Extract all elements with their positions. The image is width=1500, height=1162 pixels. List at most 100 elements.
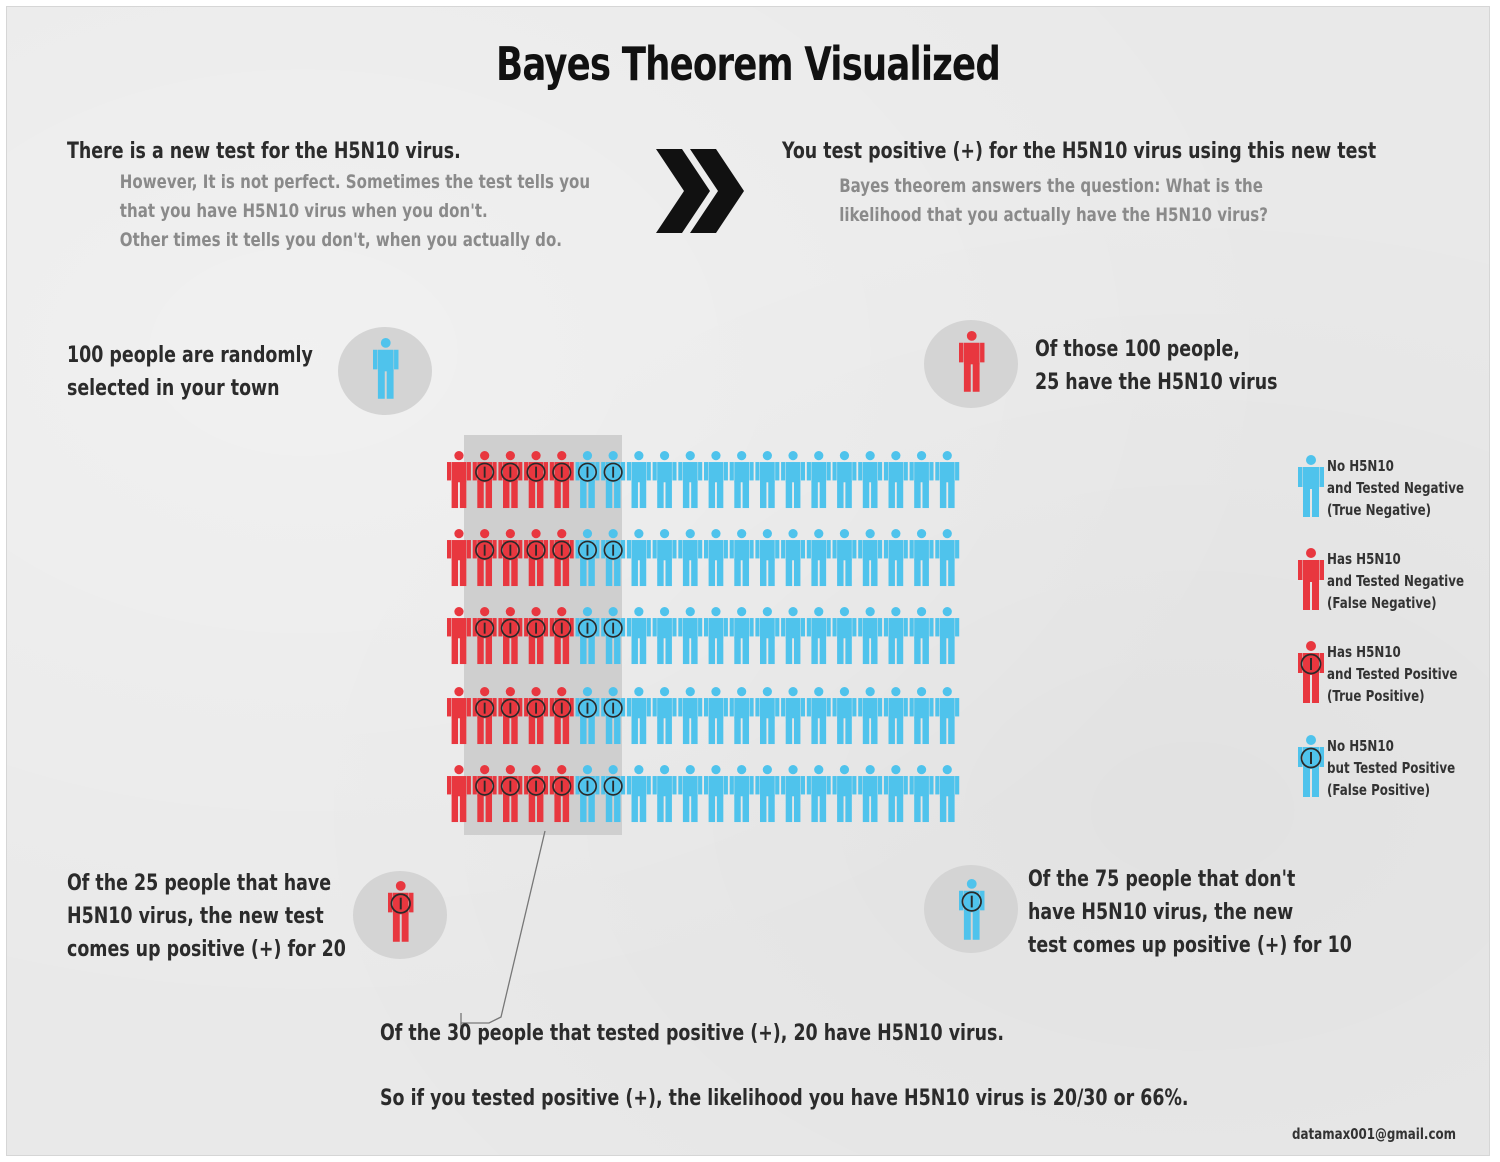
person-true-positive [472, 687, 497, 745]
person-true-positive-icon [388, 881, 414, 942]
person-true-negative [858, 607, 883, 665]
legend-person-true-positive-icon [1298, 641, 1324, 703]
legend-item-true-negative: No H5N10 and Tested Negative (True Negativ… [1327, 455, 1464, 521]
page-title: Bayes Theorem Visualized [496, 37, 1001, 91]
person-true-negative [935, 607, 960, 665]
person-false-negative [447, 529, 471, 587]
person-true-positive [498, 529, 523, 587]
person-false-negative [447, 687, 471, 745]
legend-item-line: but Tested Positive [1327, 759, 1456, 777]
step3-text: Of the 25 people that have H5N10 virus, … [67, 867, 346, 966]
intro-left-sub-3: Other times it tells you don't, when you… [119, 229, 563, 251]
person-true-negative [806, 765, 831, 823]
person-true-negative [781, 529, 806, 587]
legend-item-false-negative: Has H5N10 and Tested Negative (False Negat… [1327, 548, 1464, 614]
person-false-negative-icon [959, 331, 985, 392]
person-true-positive [549, 529, 574, 587]
person-true-negative [626, 529, 651, 587]
legend-item-line: (False Positive) [1327, 781, 1431, 799]
intro-right: You test positive (+) for the H5N10 viru… [782, 139, 1376, 230]
legend-item-true-positive: Has H5N10 and Tested Positive (True Positi… [1327, 641, 1457, 707]
person-true-negative [755, 687, 780, 745]
person-true-negative [704, 529, 728, 587]
person-true-positive [549, 765, 574, 823]
legend-item-line: Has H5N10 [1327, 643, 1401, 661]
person-true-negative-icon [373, 338, 399, 399]
legend-person-true-negative-icon [1298, 455, 1324, 517]
infographic-page: Bayes Theorem Visualized There is a new … [6, 6, 1490, 1156]
person-true-negative [755, 529, 780, 587]
person-true-negative [729, 451, 754, 509]
person-true-positive [524, 451, 549, 509]
person-false-negative [447, 607, 471, 665]
intro-right-sub-1: Bayes theorem answers the question: What… [839, 175, 1263, 197]
person-false-positive [575, 529, 600, 587]
person-false-negative [447, 451, 471, 509]
person-false-positive [601, 607, 626, 665]
step2-text: Of those 100 people, 25 have the H5N10 v… [1035, 333, 1278, 399]
person-false-positive [575, 687, 600, 745]
person-false-positive [601, 687, 626, 745]
person-true-negative [806, 529, 831, 587]
legend-person-false-negative-icon [1298, 548, 1324, 610]
person-true-negative [883, 765, 908, 823]
person-true-negative [652, 607, 677, 665]
step4-text: Of the 75 people that don't have H5N10 v… [1028, 863, 1352, 962]
person-true-negative [806, 607, 831, 665]
person-true-positive [472, 765, 497, 823]
person-true-positive [498, 451, 523, 509]
person-true-negative [832, 687, 857, 745]
legend-item-line: (False Negative) [1327, 594, 1437, 612]
person-true-negative [626, 607, 651, 665]
step1-line-2: selected in your town [67, 376, 280, 401]
person-true-positive [524, 687, 549, 745]
person-true-negative [755, 607, 780, 665]
person-true-negative [678, 451, 703, 509]
person-true-negative [832, 451, 857, 509]
legend-item-line: (True Negative) [1327, 501, 1432, 519]
person-true-negative [678, 529, 703, 587]
person-true-positive [549, 451, 574, 509]
legend-item-line: No H5N10 [1327, 737, 1394, 755]
person-true-positive [498, 687, 523, 745]
person-true-negative [652, 687, 677, 745]
person-true-negative [652, 451, 677, 509]
person-true-negative [935, 451, 960, 509]
person-true-negative [806, 451, 831, 509]
person-true-negative [729, 687, 754, 745]
person-true-negative [704, 451, 728, 509]
person-true-negative [755, 765, 780, 823]
person-true-negative [704, 687, 728, 745]
person-true-negative [883, 607, 908, 665]
person-true-negative [678, 687, 703, 745]
person-false-positive [601, 529, 626, 587]
step2-line-2: 25 have the H5N10 virus [1035, 370, 1278, 395]
step3-line-1: Of the 25 people that have [67, 871, 332, 896]
person-true-negative [935, 687, 960, 745]
person-false-positive [575, 607, 600, 665]
person-true-positive [498, 607, 523, 665]
footer-email: datamax001@gmail.com [1292, 1125, 1457, 1143]
person-true-positive [524, 529, 549, 587]
person-true-negative [858, 765, 883, 823]
person-true-positive [498, 765, 523, 823]
legend-item-false-positive: No H5N10 but Tested Positive (False Positi… [1327, 735, 1455, 801]
intro-right-lead: You test positive (+) for the H5N10 viru… [782, 139, 1377, 164]
person-true-negative [832, 607, 857, 665]
step4-line-2: have H5N10 virus, the new [1028, 900, 1294, 925]
person-true-negative [652, 529, 677, 587]
person-true-negative [858, 529, 883, 587]
person-true-negative [781, 451, 806, 509]
person-false-positive-icon [959, 879, 985, 940]
person-true-negative [832, 765, 857, 823]
person-true-negative [806, 687, 831, 745]
person-true-negative [909, 607, 934, 665]
legend-person-false-positive-icon [1298, 735, 1324, 797]
person-true-negative [832, 529, 857, 587]
person-true-negative [858, 451, 883, 509]
person-true-negative [626, 687, 651, 745]
intro-right-sub-2: likelihood that you actually have the H5… [839, 204, 1268, 226]
step1-line-1: 100 people are randomly [67, 343, 313, 368]
person-true-negative [909, 765, 934, 823]
person-true-negative [704, 765, 728, 823]
